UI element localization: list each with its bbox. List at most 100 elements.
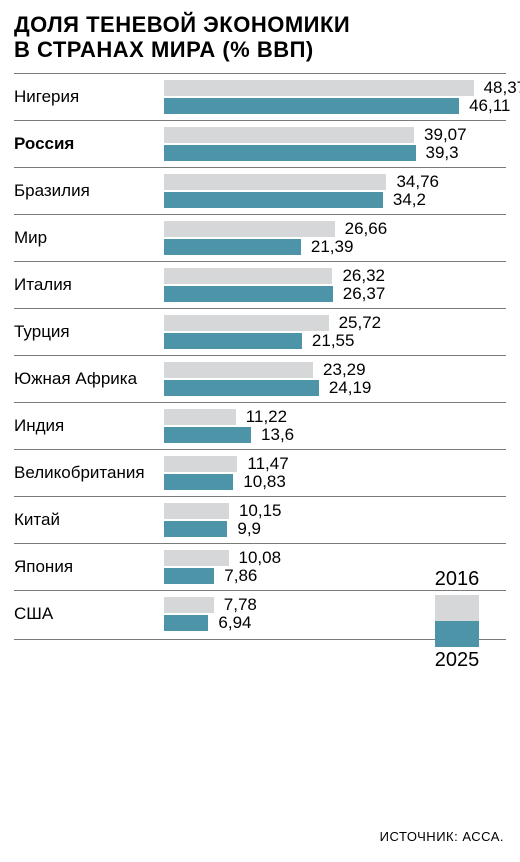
value-2016: 7,78	[224, 595, 257, 615]
bar-group: 48,3746,11	[164, 80, 520, 116]
bar-group: 11,4710,83	[164, 456, 506, 492]
value-2025: 26,37	[343, 284, 386, 304]
table-row: Великобритания11,4710,83	[14, 449, 506, 496]
bar-2016	[164, 174, 386, 190]
bar-line: 48,37	[164, 80, 520, 96]
bar-line: 39,3	[164, 145, 506, 161]
bar-2016	[164, 409, 236, 425]
bar-2025	[164, 286, 333, 302]
bar-group: 39,0739,3	[164, 127, 506, 163]
title-line-2: В СТРАНАХ МИРА (% ВВП)	[14, 37, 314, 62]
value-2016: 23,29	[323, 360, 366, 380]
bar-rows: Нигерия48,3746,11Россия39,0739,3Бразилия…	[14, 73, 506, 637]
bar-group: 26,3226,37	[164, 268, 506, 304]
chart-title: ДОЛЯ ТЕНЕВОЙ ЭКОНОМИКИ В СТРАНАХ МИРА (%…	[14, 12, 506, 63]
bar-line: 9,9	[164, 521, 506, 537]
legend-year-2025: 2025	[422, 649, 492, 672]
bar-2025	[164, 192, 383, 208]
bar-2016	[164, 221, 335, 237]
bar-line: 26,32	[164, 268, 506, 284]
value-2025: 24,19	[329, 378, 372, 398]
table-row: Южная Африка23,2924,19	[14, 355, 506, 402]
bar-group: 10,159,9	[164, 503, 506, 539]
bar-2025	[164, 568, 214, 584]
bar-line: 10,08	[164, 550, 506, 566]
value-2016: 26,66	[345, 219, 388, 239]
value-2025: 46,11	[469, 96, 510, 116]
value-2016: 11,47	[247, 454, 288, 474]
value-2016: 48,37	[484, 78, 520, 98]
bar-2025	[164, 239, 301, 255]
value-2025: 21,39	[311, 237, 354, 257]
value-2016: 10,15	[239, 501, 282, 521]
table-row: Бразилия34,7634,2	[14, 167, 506, 214]
bar-2025	[164, 427, 251, 443]
value-2025: 9,9	[237, 519, 261, 539]
bar-line: 11,47	[164, 456, 506, 472]
value-2016: 26,32	[342, 266, 385, 286]
bar-group: 25,7221,55	[164, 315, 506, 351]
bar-2025	[164, 145, 416, 161]
table-row: Нигерия48,3746,11	[14, 73, 506, 120]
bar-2016	[164, 597, 214, 613]
source-label: ИСТОЧНИК: АССА.	[380, 829, 504, 844]
country-label: Китай	[14, 511, 164, 530]
table-row: Индия 11,2213,6	[14, 402, 506, 449]
value-2025: 7,86	[224, 566, 257, 586]
bar-2016	[164, 456, 237, 472]
country-label: Индия	[14, 417, 164, 436]
bar-2025	[164, 615, 208, 631]
legend-swatch-2025	[435, 621, 479, 647]
bar-2016	[164, 362, 313, 378]
bar-line: 26,66	[164, 221, 506, 237]
value-2025: 10,83	[243, 472, 286, 492]
table-row: Мир26,6621,39	[14, 214, 506, 261]
country-label: Нигерия	[14, 88, 164, 107]
table-row: Турция25,7221,55	[14, 308, 506, 355]
country-label: Италия	[14, 276, 164, 295]
bar-line: 46,11	[164, 98, 520, 114]
country-label: Турция	[14, 323, 164, 342]
value-2025: 6,94	[218, 613, 251, 633]
bar-line: 34,76	[164, 174, 506, 190]
bar-line: 13,6	[164, 427, 506, 443]
country-label: Япония	[14, 558, 164, 577]
bar-line: 21,39	[164, 239, 506, 255]
bar-line: 34,2	[164, 192, 506, 208]
value-2025: 39,3	[426, 143, 459, 163]
value-2016: 39,07	[424, 125, 467, 145]
bar-line: 39,07	[164, 127, 506, 143]
title-line-1: ДОЛЯ ТЕНЕВОЙ ЭКОНОМИКИ	[14, 12, 350, 37]
value-2025: 34,2	[393, 190, 426, 210]
bar-line: 23,29	[164, 362, 506, 378]
country-label: Мир	[14, 229, 164, 248]
country-label: Южная Африка	[14, 370, 164, 389]
bar-group: 23,2924,19	[164, 362, 506, 398]
bar-group: 26,6621,39	[164, 221, 506, 257]
table-row: Китай10,159,9	[14, 496, 506, 543]
bar-line: 25,72	[164, 315, 506, 331]
value-2016: 10,08	[239, 548, 282, 568]
country-label: Великобритания	[14, 464, 164, 483]
bar-line: 26,37	[164, 286, 506, 302]
legend: 2016 2025	[422, 566, 492, 676]
chart-container: ДОЛЯ ТЕНЕВОЙ ЭКОНОМИКИ В СТРАНАХ МИРА (%…	[0, 0, 520, 862]
bar-line: 10,15	[164, 503, 506, 519]
value-2016: 11,22	[246, 407, 287, 427]
bar-2016	[164, 268, 332, 284]
value-2016: 34,76	[396, 172, 439, 192]
bar-2016	[164, 80, 474, 96]
legend-swatch-2016	[435, 595, 479, 621]
shadow-economy-chart: ДОЛЯ ТЕНЕВОЙ ЭКОНОМИКИ В СТРАНАХ МИРА (%…	[0, 0, 520, 656]
bar-line: 10,83	[164, 474, 506, 490]
bar-line: 21,55	[164, 333, 506, 349]
value-2025: 21,55	[312, 331, 355, 351]
country-label: Россия	[14, 135, 164, 154]
bar-2025	[164, 474, 233, 490]
bar-2025	[164, 333, 302, 349]
country-label: США	[14, 605, 164, 624]
bar-line: 24,19	[164, 380, 506, 396]
table-row: Италия26,3226,37	[14, 261, 506, 308]
bar-line: 11,22	[164, 409, 506, 425]
legend-year-2016: 2016	[422, 568, 492, 591]
